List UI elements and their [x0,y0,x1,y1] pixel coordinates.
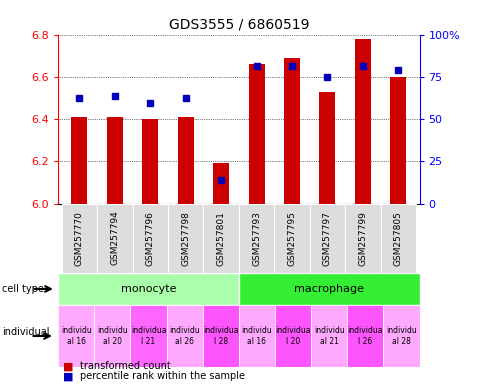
Text: GSM257794: GSM257794 [110,211,119,265]
Text: GSM257793: GSM257793 [252,211,260,265]
Bar [274,204,309,273]
Bar [130,305,166,367]
Bar [238,204,274,273]
Bar [347,305,382,367]
Bar [106,117,122,204]
Text: monocyte: monocyte [121,284,176,294]
Bar [58,273,238,305]
Text: individu
al 16: individu al 16 [61,326,91,346]
Bar [132,204,167,273]
Text: individu
al 28: individu al 28 [385,326,416,346]
Text: GSM257797: GSM257797 [322,211,331,265]
Bar [238,305,274,367]
Bar [202,305,238,367]
Bar [238,273,419,305]
Bar [309,204,345,273]
Bar [310,305,347,367]
Text: GSM257770: GSM257770 [75,211,84,265]
Text: individu
al 21: individu al 21 [313,326,344,346]
Bar [390,77,406,204]
Bar [166,305,202,367]
Text: GDS3555 / 6860519: GDS3555 / 6860519 [168,17,308,31]
Bar [382,305,419,367]
Bar [97,204,132,273]
Bar [319,92,335,204]
Bar [380,204,415,273]
Bar [178,117,193,204]
Bar [58,305,94,367]
Text: individu
al 20: individu al 20 [97,326,127,346]
Bar [284,58,299,204]
Text: GSM257801: GSM257801 [216,211,225,265]
Text: GSM257805: GSM257805 [393,211,402,265]
Text: ■: ■ [63,361,74,371]
Text: individual: individual [2,327,50,337]
Text: GSM257796: GSM257796 [146,211,154,265]
Bar [71,117,87,204]
Text: individu
al 26: individu al 26 [169,326,199,346]
Bar [345,204,380,273]
Text: ■: ■ [63,371,74,381]
Bar [203,204,238,273]
Bar [274,305,310,367]
Bar [354,39,370,204]
Bar [213,164,228,204]
Bar [248,64,264,204]
Text: GSM257798: GSM257798 [181,211,190,265]
Text: GSM257799: GSM257799 [358,211,366,265]
Bar [167,204,203,273]
Text: individua
l 28: individua l 28 [203,326,238,346]
Text: individua
l 20: individua l 20 [275,326,310,346]
Text: GSM257795: GSM257795 [287,211,296,265]
Text: individua
l 21: individua l 21 [131,326,166,346]
Text: macrophage: macrophage [294,284,363,294]
Text: transformed count: transformed count [80,361,170,371]
Bar [61,204,97,273]
Text: cell type: cell type [2,284,44,294]
Bar [94,305,130,367]
Bar [142,119,158,204]
Text: individua
l 26: individua l 26 [347,326,382,346]
Text: individu
al 16: individu al 16 [241,326,272,346]
Text: percentile rank within the sample: percentile rank within the sample [80,371,244,381]
